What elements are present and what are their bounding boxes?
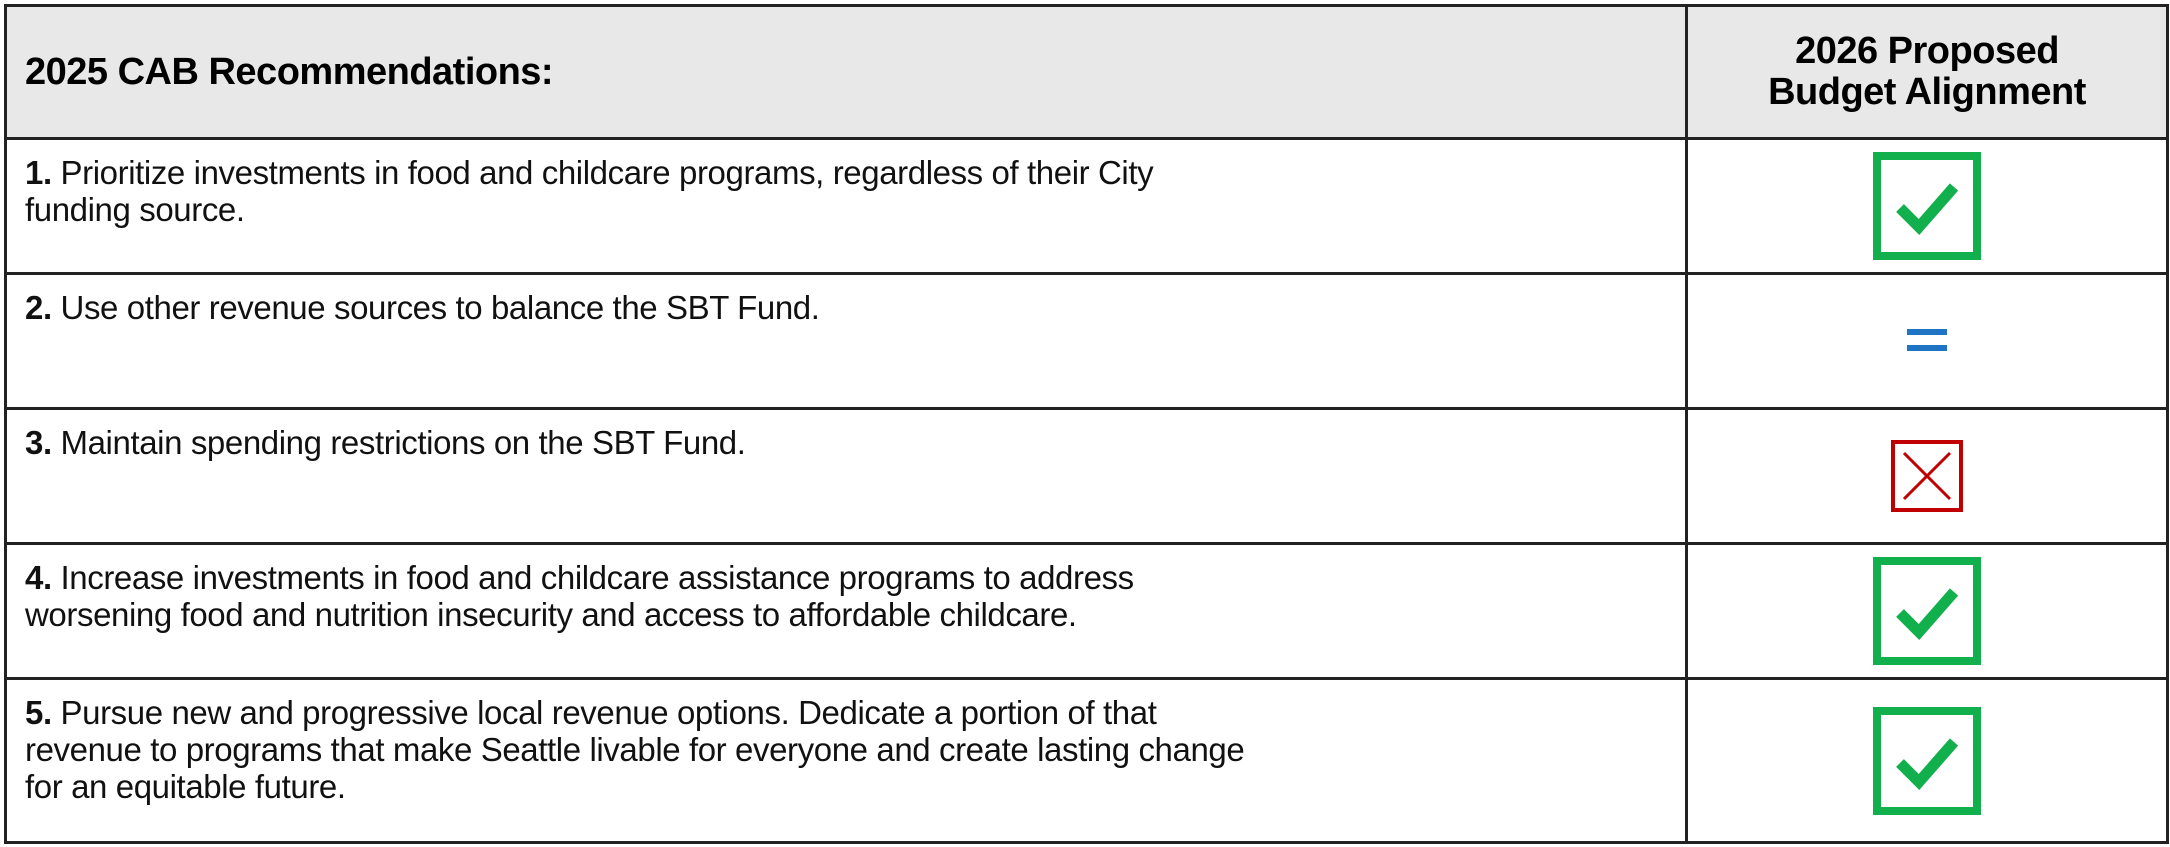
cell: 3. Maintain spending restrictions on the… <box>4 407 1688 545</box>
row-text: Use other revenue sources to balance the… <box>60 289 820 326</box>
cell: 1. Prioritize investments in food and ch… <box>4 137 1688 275</box>
header-cell: 2026 Proposed Budget Alignment <box>1685 4 2169 140</box>
row-text: Pursue new and progressive local revenue… <box>25 694 1245 805</box>
row: 3. Maintain spending restrictions on the… <box>4 407 2169 545</box>
cell <box>1685 137 2169 275</box>
row-number: 5. <box>25 694 52 731</box>
check-icon <box>1873 557 1981 665</box>
row-number: 4. <box>25 559 52 596</box>
check-icon <box>1873 706 1981 815</box>
alignment-table: 2025 CAB Recommendations: 2026 Proposed … <box>4 4 2169 844</box>
cross-icon <box>1891 440 1963 512</box>
check-icon <box>1873 152 1981 260</box>
cell <box>1685 407 2169 545</box>
row: 2. Use other revenue sources to balance … <box>4 272 2169 410</box>
row-text: Maintain spending restrictions on the SB… <box>60 424 746 461</box>
row-number: 2. <box>25 289 52 326</box>
header-cell: 2025 CAB Recommendations: <box>4 4 1688 140</box>
cell <box>1685 272 2169 410</box>
row-number: 3. <box>25 424 52 461</box>
row: 4. Increase investments in food and chil… <box>4 542 2169 680</box>
cell: 2. Use other revenue sources to balance … <box>4 272 1688 410</box>
row: 5. Pursue new and progressive local reve… <box>4 677 2169 844</box>
row-number: 1. <box>25 154 52 191</box>
header-row: 2025 CAB Recommendations: 2026 Proposed … <box>4 4 2169 140</box>
cell: 4. Increase investments in food and chil… <box>4 542 1688 680</box>
row-text: Prioritize investments in food and child… <box>25 154 1154 228</box>
cell: 5. Pursue new and progressive local reve… <box>4 677 1688 844</box>
equal-icon <box>1907 329 1947 351</box>
cell <box>1685 542 2169 680</box>
row: 1. Prioritize investments in food and ch… <box>4 137 2169 275</box>
row-text: Increase investments in food and childca… <box>25 559 1134 633</box>
cell <box>1685 677 2169 844</box>
